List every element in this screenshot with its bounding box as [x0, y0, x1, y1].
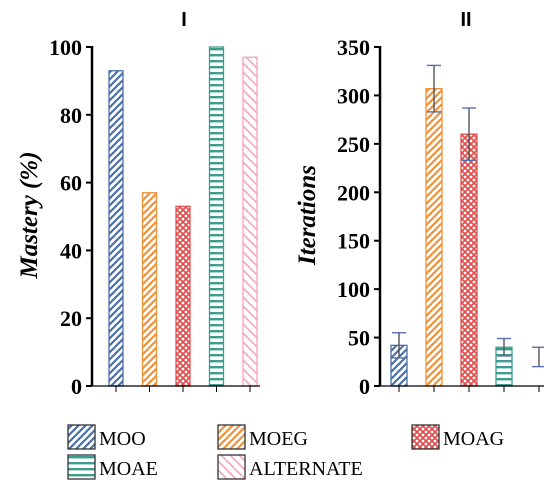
legend-label: MOEG [249, 428, 308, 450]
legend-item-alternate: ALTERNATE [217, 454, 363, 480]
y-tick-label: 40 [60, 238, 82, 263]
y-tick-label: 0 [71, 374, 82, 399]
panel-1: I Mastery (%) 0 20 40 60 80 100 [16, 9, 260, 399]
legend-swatch [67, 454, 96, 480]
bar-moeg [425, 87, 443, 387]
legend-item-moeg: MOEG [217, 424, 308, 450]
panel-2: II Iterations 0 50 100 150 200 250 300 350 [294, 9, 544, 399]
y-tick-label: 100 [337, 277, 370, 302]
panel-1-bars [108, 46, 258, 387]
panel-1-y-ticks: 0 20 40 60 80 100 [49, 35, 92, 399]
bar-moag [175, 205, 191, 387]
bar-moag [460, 133, 478, 387]
error-bar-alternate [532, 346, 544, 368]
panel-2-axes [378, 46, 544, 392]
panel-1-axes [90, 46, 260, 392]
panel-1-ylabel: Mastery (%) [16, 151, 43, 279]
error-bar-moae [497, 337, 511, 357]
legend-label: MOO [99, 428, 146, 450]
y-tick-label: 60 [60, 171, 82, 196]
legend-label: MOAG [443, 428, 504, 450]
y-tick-label: 100 [49, 35, 82, 60]
legend-item-moo: MOO [67, 424, 146, 450]
y-tick-label: 80 [60, 103, 82, 128]
y-tick-label: 300 [337, 83, 370, 108]
panel-2-title: II [460, 9, 471, 31]
legend-swatch [411, 424, 440, 450]
legend-label: ALTERNATE [249, 458, 363, 480]
panel-2-bars [390, 87, 513, 387]
bar-moo [108, 70, 124, 387]
legend-swatch [217, 424, 246, 450]
legend-item-moag: MOAG [411, 424, 504, 450]
legend: MOO MOEG MOAG MOAE ALTERNATE [67, 424, 504, 480]
y-tick-label: 250 [337, 132, 370, 157]
y-tick-label: 150 [337, 229, 370, 254]
panel-1-title: I [181, 9, 187, 31]
error-bar-moo [392, 332, 406, 359]
legend-item-moae: MOAE [67, 454, 158, 480]
y-tick-label: 50 [348, 326, 370, 351]
y-tick-label: 0 [359, 374, 370, 399]
y-tick-label: 350 [337, 35, 370, 60]
legend-swatch [217, 454, 246, 480]
bar-alternate [242, 56, 258, 387]
bar-moeg [141, 192, 158, 387]
legend-swatch [67, 424, 96, 450]
error-bar-moeg [427, 64, 441, 113]
panel-2-ylabel: Iterations [294, 165, 321, 266]
legend-label: MOAE [99, 458, 158, 480]
bar-moae [208, 46, 225, 387]
y-tick-label: 200 [337, 180, 370, 205]
panel-2-y-ticks: 0 50 100 150 200 250 300 350 [337, 35, 380, 399]
error-bar-moag [462, 107, 476, 162]
y-tick-label: 20 [60, 306, 82, 331]
